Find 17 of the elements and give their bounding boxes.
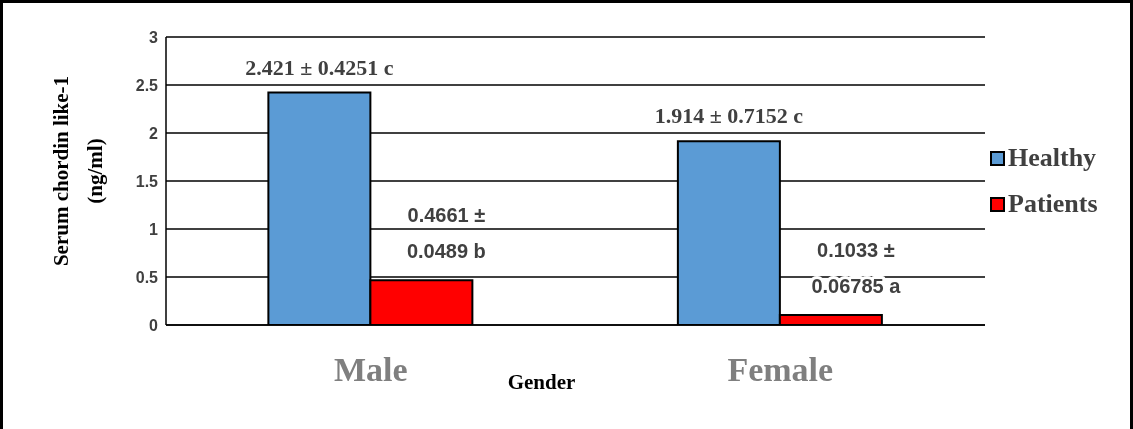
data-label: 0.1033 ± 0.06785 a — [811, 239, 902, 298]
y-tick-label: 0 — [149, 316, 159, 334]
y-tick-label: 3 — [149, 28, 159, 46]
y-tick-label: 0.5 — [135, 268, 159, 286]
data-label: 0.4661 ± 0.0489 b — [406, 204, 486, 263]
y-tick-label: 2 — [149, 124, 159, 142]
x-tick-label: Male — [333, 351, 408, 388]
legend-label: Patients — [1008, 189, 1098, 219]
legend-label: Healthy — [1008, 143, 1097, 173]
y-tick-label: 1 — [149, 220, 159, 238]
y-tick-label: 1.5 — [135, 172, 159, 190]
data-label: 1.914 ± 0.7152 c — [654, 103, 804, 129]
y-tick-label: 2.5 — [135, 76, 159, 94]
data-label: 2.421 ± 0.4251 c — [245, 54, 394, 80]
x-axis-title: Gender — [507, 370, 576, 394]
x-tick-label: Female — [727, 351, 834, 388]
y-axis-title: Serum chordin like-1 (ng/ml) — [49, 75, 107, 267]
